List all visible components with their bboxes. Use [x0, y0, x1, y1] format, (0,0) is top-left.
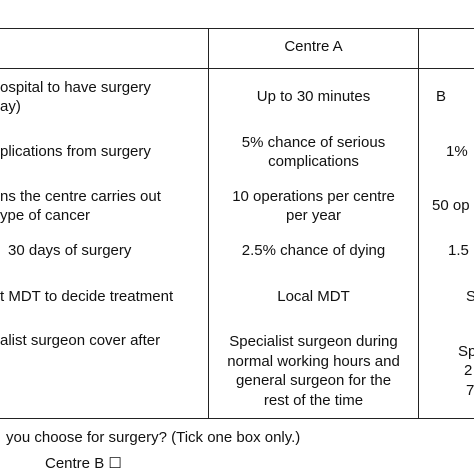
table-bottom-border — [0, 418, 474, 419]
header-border — [0, 68, 474, 69]
cell-line: plications from surgery — [0, 143, 151, 161]
cell-line: 50 op — [432, 197, 470, 215]
column-border — [208, 28, 209, 419]
cell-line: S — [466, 288, 474, 306]
cell-line: ospital to have surgery — [0, 78, 151, 96]
cell-line: per year — [285, 207, 342, 224]
cell-line: ns the centre carries out — [0, 187, 161, 205]
cell-line: general surgeon for the — [235, 372, 392, 389]
cell-line: rest of the time — [263, 391, 364, 409]
cell-line: normal working hours and — [227, 352, 400, 370]
header-cell: Centre A — [284, 38, 343, 55]
cell-line: 5% chance of serious — [241, 133, 386, 151]
cell-line: complications — [268, 153, 359, 170]
cell-line: Sp — [458, 342, 474, 360]
cell-line: 1.5 — [448, 242, 469, 260]
cell-line: 1% — [446, 143, 468, 161]
table-top-border — [0, 28, 474, 29]
cell-line: 30 days of surgery — [8, 242, 132, 260]
cell-line: t MDT to decide treatment — [0, 288, 174, 306]
cell-line: Local MDT — [277, 288, 350, 306]
cell-line: 2.5% chance of dying — [241, 242, 386, 260]
cell-line: ype of cancer — [0, 207, 91, 224]
cell-line: Up to 30 minutes — [256, 88, 371, 106]
option: Centre B ☐ — [45, 455, 122, 472]
cell-line: ay) — [0, 98, 21, 115]
cell-line: 10 operations per centre — [232, 187, 395, 205]
cell-line: Specialist surgeon during — [229, 333, 398, 350]
cell-line: 7 — [466, 381, 474, 399]
column-border — [418, 28, 419, 419]
cell-line: alist surgeon cover after — [0, 332, 161, 349]
cell-line: B — [436, 88, 447, 106]
cell-line: 2 — [464, 362, 473, 380]
question: you choose for surgery? (Tick one box on… — [6, 429, 301, 446]
